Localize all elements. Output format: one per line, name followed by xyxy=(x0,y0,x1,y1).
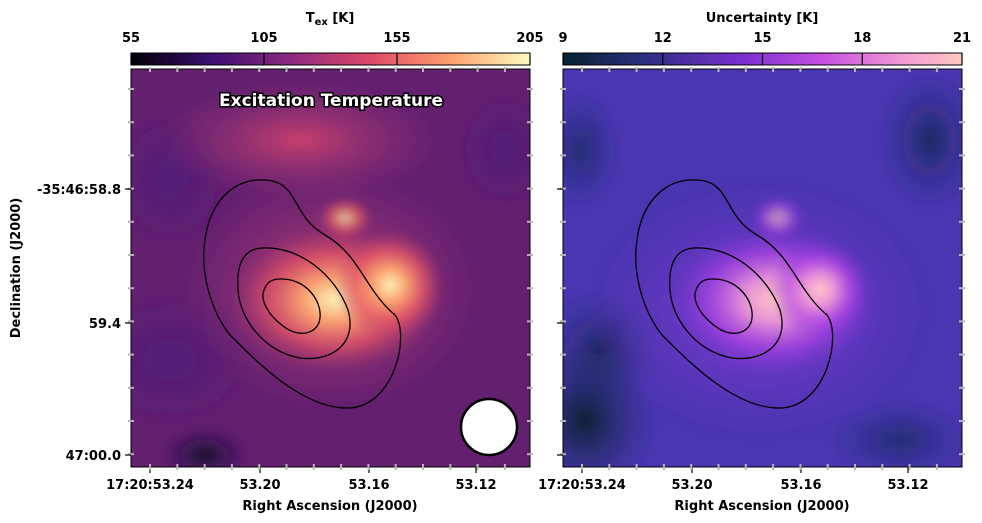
colorbar-tex: Tex [K] 55 105 155 205 xyxy=(122,11,544,66)
colorbar-tick-label: 21 xyxy=(953,31,971,46)
colorbar-tex-ticks: 55 105 155 205 xyxy=(122,31,544,65)
y-tick-label: -35:46:58.8 xyxy=(37,183,121,198)
beam-ellipse xyxy=(459,397,519,457)
colorbar-tex-label-unit: [K] xyxy=(328,11,354,26)
x-tick-label: 17:20:53.24 xyxy=(106,478,194,493)
y-tick-label: 47:00.0 xyxy=(66,449,121,464)
contour-inner xyxy=(262,278,321,334)
colorbar-tick-label: 155 xyxy=(383,31,410,46)
colorbar-uncertainty-label: Uncertainty [K] xyxy=(706,11,819,26)
x-tick-label: 17:20:53.24 xyxy=(538,478,626,493)
contour-middle xyxy=(237,247,351,360)
x-axis-ticks-1: 17:20:53.24 53.20 53.16 53.12 xyxy=(106,67,506,493)
panel-uncertainty: Uncertainty [K] 9 12 15 18 21 Right Ascensi xyxy=(538,11,971,514)
x-axis-label-1: Right Ascension (J2000) xyxy=(242,499,417,514)
colorbar-tick-label: 12 xyxy=(654,31,672,46)
colorbar-tex-bar xyxy=(130,52,531,66)
colorbar-tick-label: 55 xyxy=(122,31,140,46)
panel-excitation-temperature: Tex [K] 55 105 155 205 xyxy=(9,11,544,514)
x-axis-label-2: Right Ascension (J2000) xyxy=(674,499,849,514)
colorbar-tex-label-sub: ex xyxy=(315,17,329,28)
colorbar-tex-label-main: T xyxy=(306,11,315,26)
x-axis-ticks-2: 17:20:53.24 53.20 53.16 53.12 xyxy=(538,67,938,493)
contour-inner xyxy=(694,278,753,334)
contour-middle xyxy=(669,247,783,360)
colorbar-uncertainty: Uncertainty [K] 9 12 15 18 21 xyxy=(558,11,971,66)
image-excitation-temperature xyxy=(131,69,530,467)
y-axis-ticks-2 xyxy=(557,88,965,456)
y-axis-ticks-1: -35:46:58.8 59.4 47:00.0 xyxy=(37,88,533,464)
x-tick-label: 53.16 xyxy=(348,478,389,493)
colorbar-tick-label: 205 xyxy=(516,31,543,46)
x-tick-label: 53.16 xyxy=(780,478,821,493)
colorbar-tick-label: 18 xyxy=(853,31,871,46)
x-tick-label: 53.12 xyxy=(455,478,496,493)
x-tick-label: 53.20 xyxy=(671,478,712,493)
x-tick-label: 53.12 xyxy=(887,478,928,493)
colorbar-uncertainty-ticks: 9 12 15 18 21 xyxy=(558,31,971,65)
image-uncertainty xyxy=(563,69,962,467)
colorbar-tex-label: Tex [K] xyxy=(306,11,355,28)
x-tick-label: 53.20 xyxy=(239,478,280,493)
colorbar-tick-label: 105 xyxy=(250,31,277,46)
y-axis-label: Declination (J2000) xyxy=(9,198,24,339)
colorbar-tick-label: 9 xyxy=(558,31,567,46)
contour-outer xyxy=(635,179,834,409)
panel-title: Excitation Temperature xyxy=(219,91,443,111)
colorbar-tick-label: 15 xyxy=(753,31,771,46)
y-tick-label: 59.4 xyxy=(89,317,121,332)
contour-outer xyxy=(203,179,402,409)
